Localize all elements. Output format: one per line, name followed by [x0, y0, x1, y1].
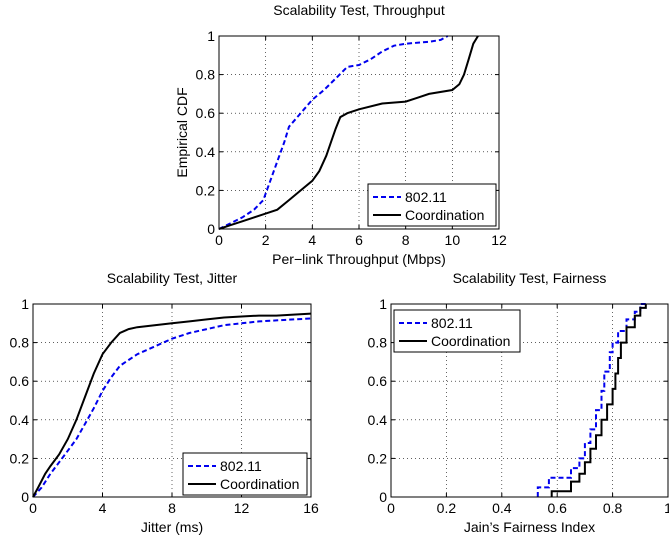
x-axis-label: Jitter (ms)	[141, 519, 203, 535]
jitter-panel: Scalability Test, Jitter Jitter (ms) 0 4 8…	[10, 270, 319, 535]
y-tick-label: 0.8	[368, 335, 388, 351]
x-axis-label: Per−link Throughput (Mbps)	[272, 251, 446, 267]
grid	[219, 36, 499, 229]
x-tick-label: 0	[387, 500, 395, 516]
legend-label: 802.11	[220, 458, 262, 474]
y-tick-label: 0	[207, 221, 215, 237]
x-tick-label: 0.8	[603, 500, 623, 516]
chart-title: Scalability Test, Fairness	[453, 270, 607, 286]
series-line-coordination	[550, 304, 647, 497]
legend-label: 802.11	[431, 315, 473, 331]
x-tick-label: 16	[303, 500, 319, 516]
x-tick-label: 6	[355, 232, 363, 248]
series-line-coordination	[32, 312, 312, 498]
series-group	[32, 312, 312, 498]
plot-frame	[218, 35, 500, 230]
series-line-802-11	[536, 303, 646, 497]
y-tick-label: 0.6	[10, 373, 30, 389]
legend: 802.11 Coordination	[182, 452, 308, 496]
y-tick-label: 1	[207, 28, 215, 44]
x-tick-label: 0.2	[437, 500, 457, 516]
x-tick-label: 8	[168, 500, 176, 516]
throughput-panel: Scalability Test, Throughput Per−link Th…	[174, 2, 507, 267]
x-tick-label: 0	[29, 500, 37, 516]
series-group	[536, 303, 647, 497]
legend-label: Coordination	[405, 207, 484, 223]
y-tick-label: 0.8	[196, 67, 216, 83]
x-tick-label: 10	[445, 232, 461, 248]
y-tick-label: 0.4	[368, 412, 388, 428]
legend-box	[367, 183, 497, 227]
series-line-802-11	[218, 35, 449, 230]
fairness-panel: Scalability Test, Fairness Jain’s Fairne…	[368, 270, 669, 535]
y-tick-label: 0.6	[368, 373, 388, 389]
plot-frame	[32, 303, 312, 498]
y-axis-label: Empirical CDF	[174, 87, 190, 177]
x-tick-label: 0	[215, 232, 223, 248]
y-tick-label: 0.2	[196, 182, 216, 198]
x-tick-label: 2	[262, 232, 270, 248]
y-tick-label: 1	[21, 296, 29, 312]
y-tick-label: 0.8	[10, 335, 30, 351]
x-tick-label: 8	[402, 232, 410, 248]
x-tick-label: 4	[99, 500, 107, 516]
x-axis-label: Jain’s Fairness Index	[464, 519, 595, 535]
y-tick-label: 0.4	[196, 144, 216, 160]
plot-frame	[390, 303, 669, 498]
x-tick-label: 1	[664, 500, 669, 516]
x-tick-label: 12	[491, 232, 507, 248]
x-tick-label: 0.4	[492, 500, 512, 516]
y-tick-label: 0.2	[10, 450, 30, 466]
y-tick-label: 0.6	[196, 105, 216, 121]
legend: 802.11 Coordination	[367, 183, 497, 227]
chart-title: Scalability Test, Jitter	[107, 270, 238, 286]
legend: 802.11 Coordination	[393, 309, 521, 353]
y-tick-label: 0.2	[368, 450, 388, 466]
legend-label: Coordination	[431, 333, 510, 349]
y-tick-label: 0	[379, 489, 387, 505]
series-group	[218, 35, 479, 230]
x-tick-label: 4	[308, 232, 316, 248]
x-tick-label: 0.6	[547, 500, 567, 516]
x-tick-label: 12	[234, 500, 250, 516]
y-tick-label: 0.4	[10, 412, 30, 428]
legend-box	[182, 452, 308, 496]
legend-box	[393, 309, 521, 353]
y-tick-label: 0	[21, 489, 29, 505]
series-line-802-11	[32, 317, 312, 498]
legend-label: 802.11	[405, 189, 447, 205]
ticks: 0 4 8 12 16 0 0.2 0.4 0.6 0.8 1	[10, 296, 319, 516]
chart-title: Scalability Test, Throughput	[273, 2, 445, 18]
series-line-coordination	[218, 35, 479, 230]
legend-label: Coordination	[220, 476, 299, 492]
y-tick-label: 1	[379, 296, 387, 312]
